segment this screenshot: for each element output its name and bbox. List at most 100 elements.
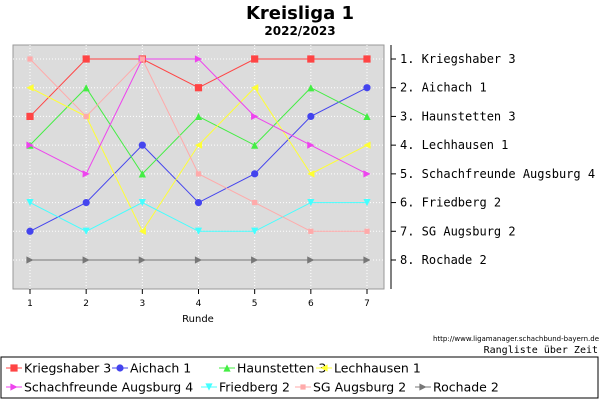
data-point <box>82 198 90 207</box>
legend-item: Haunstetten 3 <box>219 361 326 376</box>
legend-swatch-marker <box>10 364 18 372</box>
legend-item: Friedberg 2 <box>201 380 290 395</box>
x-tick-label: 6 <box>308 299 314 309</box>
ranking-label: 8. Rochade 2 <box>400 253 487 267</box>
data-point <box>251 141 259 149</box>
legend-swatch-marker <box>223 364 231 372</box>
data-point <box>363 256 371 264</box>
legend-swatch-marker <box>205 383 213 391</box>
legend-item: Schachfreunde Augsburg 4 <box>6 380 193 395</box>
legend-box <box>0 356 599 399</box>
data-point <box>363 170 371 178</box>
legend-swatch-marker <box>10 383 18 391</box>
legend-item: SG Augsburg 2 <box>295 380 406 395</box>
data-point <box>194 55 203 63</box>
data-point <box>251 170 259 178</box>
data-point <box>138 256 146 264</box>
data-point <box>363 141 371 149</box>
data-point <box>138 227 146 235</box>
x-tick-label: 3 <box>139 299 145 309</box>
data-point <box>194 84 203 92</box>
data-point <box>364 228 370 234</box>
ranking-label: 5. Schachfreunde Augsburg 4 <box>400 167 595 181</box>
data-point <box>82 55 90 63</box>
legend-label: Rochade 2 <box>433 380 499 395</box>
data-point <box>195 171 202 177</box>
data-point <box>194 141 203 149</box>
legend-label: Kriegshaber 3 <box>24 361 111 376</box>
data-point <box>138 170 146 178</box>
legend-swatch-marker <box>320 364 328 372</box>
x-tick-label: 2 <box>83 299 89 309</box>
legend-item: Rochade 2 <box>415 380 499 395</box>
data-point <box>83 113 89 120</box>
data-point <box>363 198 371 207</box>
data-point <box>251 256 259 264</box>
series-haunstetten-3 <box>26 84 371 178</box>
legend-label: Aichach 1 <box>130 361 191 376</box>
data-point <box>138 198 146 207</box>
data-point <box>27 56 33 62</box>
series-layer <box>26 55 371 264</box>
legend-label: Lechhausen 1 <box>334 361 421 376</box>
data-point <box>194 227 203 235</box>
data-point <box>308 228 314 234</box>
x-axis: 1 2 3 4 5 6 7 <box>27 289 370 309</box>
data-point <box>251 227 259 235</box>
x-tick-label: 4 <box>196 299 202 309</box>
x-tick-label: 5 <box>252 299 258 309</box>
data-point <box>194 198 203 207</box>
legend: Kriegshaber 3 Aichach 1 Haunstetten 3 Lechh… <box>6 361 499 395</box>
data-point <box>26 198 34 207</box>
data-point <box>363 55 371 63</box>
data-point <box>139 56 145 62</box>
data-point <box>82 227 90 235</box>
data-point <box>138 141 146 149</box>
legend-label: SG Augsburg 2 <box>313 380 406 395</box>
legend-item: Kriegshaber 3 <box>6 361 111 376</box>
data-point <box>307 112 315 121</box>
legend-label: Schachfreunde Augsburg 4 <box>24 380 193 395</box>
series-aichach-1 <box>26 84 371 235</box>
chart-title: Kreisliga 1 <box>246 3 354 24</box>
ranking-label: 2. Aichach 1 <box>400 81 487 95</box>
data-point <box>26 227 34 235</box>
data-point <box>363 112 371 121</box>
ranking-label: 3. Haunstetten 3 <box>400 109 516 123</box>
data-point <box>307 170 315 178</box>
series-friedberg-2 <box>26 198 371 235</box>
x-tick-label: 7 <box>364 299 370 309</box>
data-point <box>82 84 90 92</box>
data-point <box>307 198 315 207</box>
series-sg-augsburg-2 <box>27 56 370 234</box>
data-point <box>82 170 90 178</box>
data-point <box>26 84 34 92</box>
data-point <box>194 256 203 264</box>
data-point <box>251 112 259 121</box>
ranking-label: 4. Lechhausen 1 <box>400 138 508 152</box>
data-point <box>26 256 34 264</box>
data-point <box>26 141 34 149</box>
data-point <box>307 256 315 264</box>
legend-item: Aichach 1 <box>112 361 191 376</box>
data-point <box>26 112 34 121</box>
data-point <box>251 84 259 92</box>
legend-swatch-marker <box>300 384 306 390</box>
legend-swatch-marker <box>116 364 124 372</box>
legend-item: Lechhausen 1 <box>316 361 421 376</box>
chart-subtitle: 2022/2023 <box>264 24 335 38</box>
source-url: http://www.ligamanager.schachbund-bayern… <box>433 335 599 343</box>
data-point <box>307 55 315 63</box>
data-point <box>307 141 315 149</box>
data-point <box>251 55 259 63</box>
data-point <box>252 199 258 206</box>
legend-label: Friedberg 2 <box>219 380 290 395</box>
source-caption: Rangliste über Zeit <box>484 345 598 356</box>
data-point <box>194 112 203 121</box>
series-schachfreunde-augsburg-4 <box>26 55 371 178</box>
ranking-label: 1. Kriegshaber 3 <box>400 52 516 66</box>
data-point <box>82 256 90 264</box>
ranking-label: 6. Friedberg 2 <box>400 196 501 210</box>
x-axis-label: Runde <box>182 314 214 325</box>
